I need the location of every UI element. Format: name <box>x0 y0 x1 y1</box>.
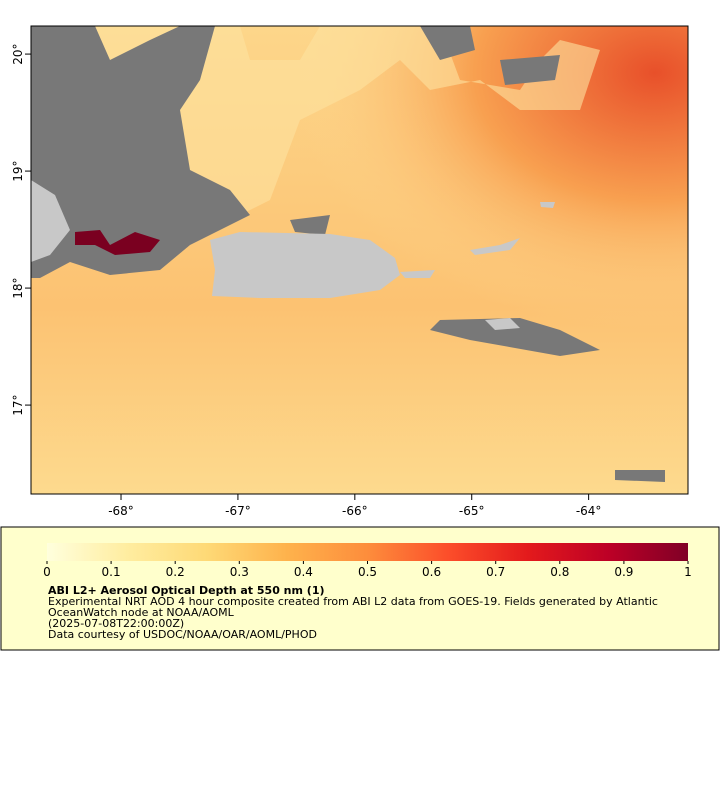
y-tick-label: 19° <box>11 160 25 181</box>
x-tick-label: -66° <box>342 504 368 518</box>
legend-line: (2025-07-08T22:00:00Z) <box>48 617 184 630</box>
y-tick-label: 20° <box>11 43 25 64</box>
colorbar-tick-label: 0.4 <box>294 565 313 579</box>
colorbar-tick-label: 0.6 <box>422 565 441 579</box>
colorbar-tick-label: 0.2 <box>166 565 185 579</box>
map-frame <box>30 25 689 495</box>
y-tick-label: 18° <box>11 277 25 298</box>
colorbar-scale <box>47 543 688 561</box>
x-tick-label: -65° <box>459 504 485 518</box>
y-tick-label: 17° <box>11 394 25 415</box>
colorbar: 0 0.1 0.2 0.3 0.4 0.5 0.6 0.7 0.8 0.9 1 <box>43 543 692 579</box>
legend-line: Experimental NRT AOD 4 hour composite cr… <box>48 595 658 608</box>
x-tick-label: -64° <box>576 504 602 518</box>
colorbar-tick-label: 0.7 <box>486 565 505 579</box>
colorbar-tick-label: 0 <box>43 565 51 579</box>
colorbar-tick-label: 0.9 <box>614 565 633 579</box>
colorbar-tick-label: 0.8 <box>550 565 569 579</box>
aod-raster <box>31 26 688 494</box>
colorbar-tick-label: 0.1 <box>102 565 121 579</box>
legend-title: ABI L2+ Aerosol Optical Depth at 550 nm … <box>48 584 325 597</box>
legend-line: Data courtesy of USDOC/NOAA/OAR/AOML/PHO… <box>48 628 317 641</box>
colorbar-tick-label: 0.5 <box>358 565 377 579</box>
x-tick-label: -68° <box>108 504 134 518</box>
axes: -68° -67° -66° -65° -64° 17° 18° 19° 20° <box>11 43 601 518</box>
colorbar-tick-label: 0.3 <box>230 565 249 579</box>
colorbar-tick-label: 1 <box>684 565 692 579</box>
x-tick-label: -67° <box>225 504 251 518</box>
legend-line: OceanWatch node at NOAA/AOML <box>48 606 235 619</box>
